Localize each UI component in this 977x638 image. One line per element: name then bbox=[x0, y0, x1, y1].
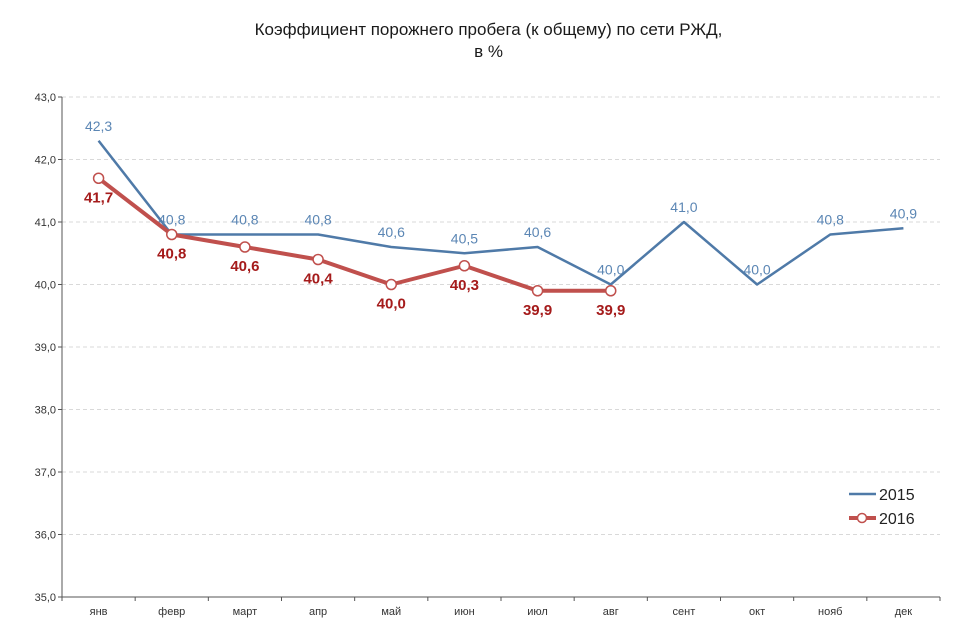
data-label-2015: 40,6 bbox=[378, 224, 405, 240]
y-tick-label: 35,0 bbox=[35, 592, 56, 604]
data-label-2015: 40,8 bbox=[304, 212, 331, 228]
x-tick-label: июл bbox=[527, 606, 548, 618]
data-label-2016: 40,6 bbox=[230, 258, 259, 275]
x-tick-label: май bbox=[381, 606, 401, 618]
y-tick-label: 36,0 bbox=[35, 530, 56, 542]
data-label-2015: 40,0 bbox=[597, 262, 624, 278]
x-tick-label: дек bbox=[895, 606, 913, 618]
data-label-2016: 39,9 bbox=[523, 302, 552, 319]
x-tick-label: июн bbox=[454, 606, 474, 618]
x-tick-label: апр bbox=[309, 606, 327, 618]
chart-subtitle: в % bbox=[474, 42, 503, 61]
y-tick-label: 38,0 bbox=[35, 405, 56, 417]
legend-2015-label: 2015 bbox=[879, 487, 915, 504]
x-tick-label: февр bbox=[158, 606, 185, 618]
series-2016-line bbox=[97, 176, 611, 293]
series-2015-line bbox=[97, 139, 904, 286]
x-tick-label: март bbox=[233, 606, 258, 618]
data-label-2015: 41,0 bbox=[670, 199, 697, 215]
series-2016-point bbox=[312, 253, 324, 266]
data-label-2016: 41,7 bbox=[84, 189, 113, 206]
series-2016-point bbox=[166, 228, 178, 241]
x-tick-label: сент bbox=[673, 606, 696, 618]
y-tick-label: 43,0 bbox=[35, 92, 56, 104]
series-2016-point bbox=[239, 241, 251, 253]
y-tick-label: 40,0 bbox=[35, 280, 56, 292]
series-2016-point bbox=[92, 172, 105, 184]
data-label-2016: 40,8 bbox=[157, 246, 186, 263]
data-label-2015: 40,6 bbox=[524, 224, 551, 240]
x-tick-label: янв bbox=[90, 606, 108, 618]
series-2016-point bbox=[605, 285, 617, 297]
legend-2016-marker bbox=[856, 512, 868, 524]
y-tick-label: 37,0 bbox=[35, 467, 56, 479]
y-tick-label: 41,0 bbox=[35, 217, 56, 229]
series-2016-point bbox=[458, 260, 471, 272]
series-2016-point bbox=[385, 278, 397, 291]
chart-title: Коэффициент порожнего пробега (к общему)… bbox=[254, 20, 723, 39]
data-label-2015: 40,5 bbox=[451, 230, 478, 246]
y-tick-label: 42,0 bbox=[35, 155, 56, 167]
data-label-2016: 40,0 bbox=[377, 296, 406, 313]
data-label-2016: 39,9 bbox=[596, 302, 625, 319]
x-tick-label: окт bbox=[749, 606, 765, 618]
data-label-2015: 40,8 bbox=[158, 212, 185, 228]
data-label-2015: 40,0 bbox=[743, 262, 770, 278]
x-tick-label: нояб bbox=[818, 606, 842, 618]
data-label-2016: 40,4 bbox=[303, 271, 333, 288]
data-label-2015: 40,8 bbox=[231, 212, 258, 228]
y-tick-label: 39,0 bbox=[35, 342, 56, 354]
x-tick-label: авг bbox=[603, 606, 619, 618]
data-label-2015: 40,8 bbox=[817, 212, 844, 228]
data-label-2015: 42,3 bbox=[85, 118, 112, 134]
data-label-2015: 40,9 bbox=[890, 205, 917, 221]
data-label-2016: 40,3 bbox=[450, 277, 479, 294]
legend-2016-label: 2016 bbox=[879, 511, 915, 528]
series-2016-point bbox=[531, 285, 544, 297]
